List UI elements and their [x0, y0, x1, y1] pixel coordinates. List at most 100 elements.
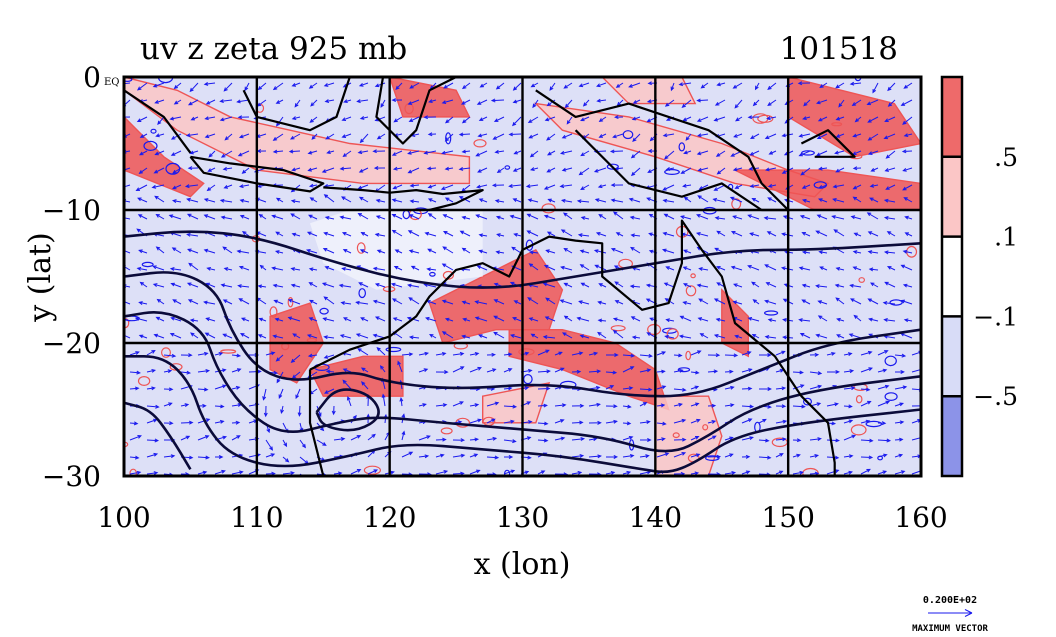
- wind-vector: [798, 318, 811, 323]
- wind-vector: [867, 298, 879, 305]
- wind-vector: [146, 350, 156, 356]
- wind-vector: [582, 99, 590, 107]
- wind-vector: [236, 249, 250, 254]
- wind-vector: [407, 283, 420, 288]
- wind-vector: [407, 150, 420, 155]
- wind-vector: [894, 402, 905, 407]
- wind-vector: [576, 199, 590, 204]
- wind-vector: [754, 82, 760, 91]
- wind-vector: [883, 250, 896, 255]
- wind-vector: [867, 150, 879, 155]
- wind-vector: [764, 264, 777, 271]
- wind-vector: [724, 436, 734, 441]
- wind-vector: [809, 454, 820, 458]
- vorticity-contour: [757, 114, 774, 123]
- vorticity-patch: [308, 355, 404, 397]
- wind-vector: [832, 198, 845, 203]
- wind-vector: [323, 296, 335, 305]
- colorbar: .5 .1 −.1 −.5: [940, 75, 1018, 478]
- wind-vector: [203, 198, 216, 203]
- wind-vector: [444, 133, 454, 142]
- wind-vector: [477, 133, 488, 138]
- wind-vector: [240, 317, 250, 322]
- wind-vector: [622, 404, 632, 409]
- wind-vector: [323, 194, 335, 203]
- colorbar-bin: [941, 395, 963, 477]
- wind-vector: [223, 267, 233, 271]
- wind-vector: [588, 454, 602, 459]
- wind-vector: [214, 384, 227, 390]
- wind-vector: [775, 404, 787, 409]
- wind-vector: [816, 99, 828, 105]
- wind-vector: [409, 183, 420, 188]
- wind-vector: [325, 369, 335, 374]
- wind-vector: [139, 133, 148, 138]
- wind-vector: [527, 297, 539, 305]
- wind-vector: [350, 435, 362, 441]
- wind-vector: [741, 418, 753, 424]
- wind-vector: [460, 99, 471, 105]
- wind-vector: [129, 455, 140, 460]
- wind-vector: [171, 184, 182, 190]
- wind-vector: [157, 116, 165, 125]
- wind-vector: [205, 99, 216, 105]
- vorticity-contour: [445, 132, 452, 145]
- wind-vector: [333, 437, 346, 442]
- wind-vector: [662, 133, 675, 138]
- wind-vector: [559, 184, 573, 189]
- wind-vector: [598, 133, 607, 138]
- wind-vector: [357, 184, 369, 190]
- wind-vector: [219, 99, 233, 103]
- wind-vector: [577, 233, 590, 238]
- wind-vector: [571, 420, 584, 425]
- wind-vector: [848, 333, 862, 339]
- colorbar-bin: [941, 236, 963, 317]
- wind-vector: [197, 369, 211, 373]
- wind-vector: [486, 436, 498, 441]
- wind-vector: [630, 316, 641, 322]
- chart-title: uv z zeta 925 mb: [140, 31, 407, 67]
- wind-vector: [562, 212, 573, 220]
- wind-vector: [262, 388, 267, 401]
- wind-vector: [622, 353, 636, 358]
- wind-vector: [752, 99, 760, 107]
- wind-vector: [801, 283, 811, 288]
- wind-vector: [172, 167, 182, 174]
- wind-vector: [866, 99, 879, 106]
- wind-vector: [614, 281, 624, 288]
- wind-vector: [238, 184, 250, 189]
- vorticity-contour: [685, 285, 697, 297]
- wind-vector: [297, 405, 302, 417]
- wind-vector: [564, 99, 573, 109]
- vorticity-contour: [137, 376, 151, 387]
- wind-vector: [373, 166, 386, 171]
- wind-vector: [747, 214, 760, 220]
- vector-key-label: MAXIMUM VECTOR: [912, 624, 988, 634]
- wind-vector: [537, 349, 550, 356]
- wind-vector: [324, 99, 335, 103]
- wind-vector: [392, 166, 403, 171]
- wind-vector: [275, 197, 284, 203]
- wind-vector: [571, 454, 585, 458]
- wind-vector: [503, 386, 513, 391]
- wind-vector: [435, 403, 448, 408]
- wind-vector: [197, 351, 209, 356]
- wind-vector: [418, 351, 430, 356]
- plot-area: [122, 75, 923, 478]
- wind-vector: [775, 350, 786, 356]
- wind-vector: [360, 367, 369, 373]
- wind-vector: [204, 133, 216, 139]
- wind-vector: [513, 150, 522, 155]
- wind-vector: [339, 334, 352, 339]
- wind-vector: [163, 402, 173, 407]
- wind-vector: [129, 370, 141, 375]
- wind-vector: [305, 249, 318, 254]
- wind-vector: [458, 132, 471, 137]
- wind-vector: [342, 317, 352, 322]
- wind-vector: [543, 214, 556, 220]
- wind-vector: [560, 229, 573, 237]
- wind-vector: [511, 116, 522, 127]
- wind-vector: [673, 437, 687, 442]
- wind-vector: [732, 167, 743, 172]
- wind-vector: [724, 353, 739, 358]
